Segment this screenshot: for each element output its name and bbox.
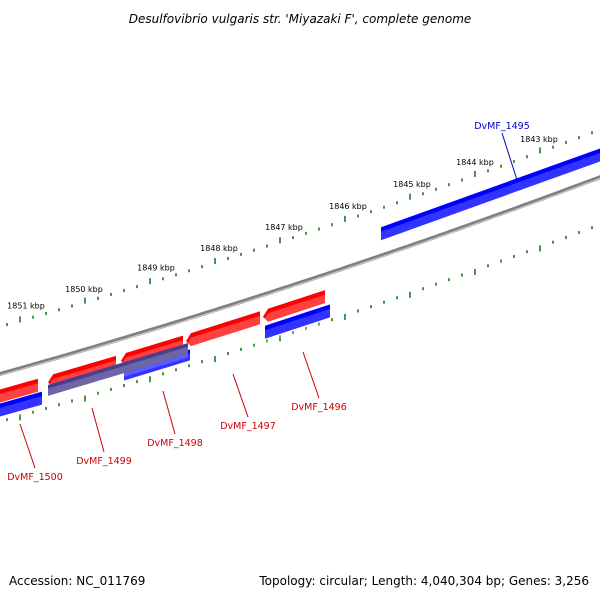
feature-blue-right [265,304,330,344]
feature-dvmf-1498-body [121,335,183,366]
footer-genome-stats: Topology: circular; Length: 4,040,304 bp… [259,574,589,588]
kbp-label: 1844 kbp [456,158,494,167]
map-title: Desulfovibrio vulgaris str. 'Miyazaki F'… [129,12,472,26]
gene-label-dvmf-1498: DvMF_1498 [147,438,203,449]
feature-dvmf-1497-shade [186,315,260,351]
feature-blue-mid-shade [124,353,190,385]
kbp-label: 1843 kbp [520,135,558,144]
footer-accession: Accession: NC_011769 [9,574,146,588]
feature-dvmf-1497 [186,311,260,351]
gene-label-dvmf-1497: DvMF_1497 [220,421,276,432]
feature-dvmf-1496-shade [263,294,325,327]
kbp-label: 1849 kbp [137,263,175,272]
gene-label-dvmf-1495: DvMF_1495 [474,121,530,132]
gene-labels: 1851 kbp 1850 kbp 1849 kbp 1848 kbp 1847 kbp… [7,121,558,483]
kbp-label: 1846 kbp [329,202,367,211]
gene-features [0,148,600,421]
kbp-label: 1851 kbp [7,302,45,311]
kbp-label: 1845 kbp [393,180,431,189]
kbp-label: 1848 kbp [200,244,238,253]
feature-blue-left-shade [0,396,42,421]
leader-line [232,373,249,418]
feature-dvmf-1497-body [186,311,260,347]
feature-dvmf-1495-body [381,148,600,241]
backbone-line [0,175,600,377]
feature-dvmf-1496-body [263,290,325,322]
feature-blue-left-body [0,391,42,417]
gene-label-dvmf-1500: DvMF_1500 [7,472,63,483]
leader-line [19,423,36,469]
feature-overlap-body [48,343,188,396]
gene-label-dvmf-1496: DvMF_1496 [291,402,347,413]
feature-blue-right-shade [265,308,330,344]
backbone-highlight [0,177,600,376]
kbp-label: 1850 kbp [65,285,103,294]
feature-dvmf-1500-body [0,378,38,403]
feature-dvmf-1495-shade [381,152,600,245]
leader-line [501,132,518,181]
kbp-label: 1847 kbp [265,223,303,232]
leader-line [162,390,176,435]
tick-marks [6,131,593,422]
genome-backbone [0,175,600,377]
feature-blue-left [0,391,42,421]
gene-label-dvmf-1499: DvMF_1499 [76,456,132,467]
feature-dvmf-1499-body [48,355,116,388]
leader-line [91,407,105,453]
leader-line [302,351,320,399]
feature-blue-right-body [265,304,330,339]
feature-dvmf-1495 [381,148,600,245]
feature-overlap [48,343,188,400]
feature-overlap-shade [48,346,188,400]
feature-dvmf-1496 [263,290,325,327]
